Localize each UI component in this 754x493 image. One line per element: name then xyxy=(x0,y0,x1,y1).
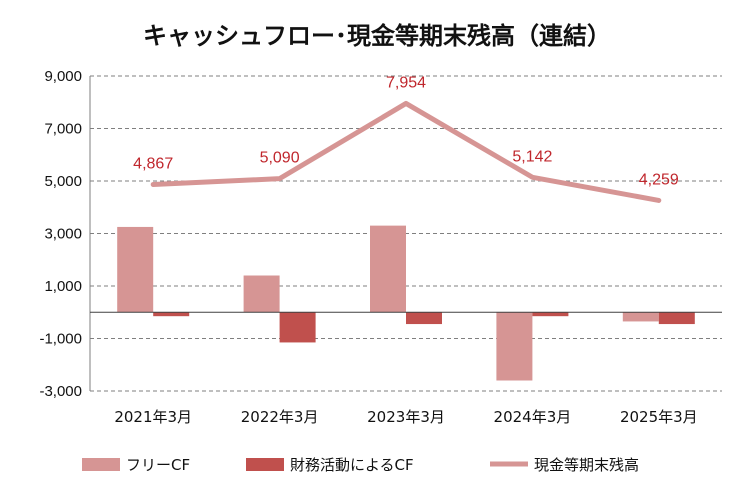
chart-title: キャッシュフロー･現金等期末残高（連結） xyxy=(143,22,611,50)
data-labels: 4,867 5,090 7,954 5,142 4,259 xyxy=(133,74,679,188)
legend-label-cash-balance: 現金等期末残高 xyxy=(534,456,639,474)
y-tick-label: 9,000 xyxy=(44,68,82,85)
data-label: 5,090 xyxy=(260,150,300,167)
bar-free-cf xyxy=(243,275,280,313)
data-label: 7,954 xyxy=(386,74,426,91)
bar-financing-cf xyxy=(153,312,190,317)
x-tick-label: 2023年3月 xyxy=(367,408,445,426)
legend: フリーCF 財務活動によるCF 現金等期末残高 xyxy=(82,456,639,474)
bars xyxy=(117,225,695,381)
line-cash-balance xyxy=(150,100,662,203)
y-axis: 9,000 7,000 5,000 3,000 1,000 -1,000 -3,000 xyxy=(39,68,91,400)
y-tick-label: -3,000 xyxy=(39,383,82,400)
bar-free-cf xyxy=(496,312,533,381)
balance-line xyxy=(150,100,662,203)
legend-label-financing-cf: 財務活動によるCF xyxy=(290,456,414,474)
x-tick-label: 2024年3月 xyxy=(494,408,572,426)
bar-financing-cf xyxy=(532,312,569,317)
y-tick-label: 1,000 xyxy=(44,278,82,295)
x-tick-label: 2021年3月 xyxy=(114,408,192,426)
x-tick-label: 2025年3月 xyxy=(620,408,698,426)
y-tick-label: 3,000 xyxy=(44,226,82,243)
legend-swatch-free-cf xyxy=(82,458,120,471)
legend-label-free-cf: フリーCF xyxy=(126,456,190,474)
x-axis: 2021年3月 2022年3月 2023年3月 2024年3月 2025年3月 xyxy=(114,408,697,426)
data-label: 5,142 xyxy=(512,148,552,165)
legend-swatch-financing-cf xyxy=(246,458,284,471)
data-label: 4,867 xyxy=(133,155,173,172)
bar-free-cf xyxy=(370,225,406,313)
bar-free-cf xyxy=(117,226,154,313)
bar-free-cf xyxy=(622,312,659,322)
y-tick-label: 7,000 xyxy=(44,121,82,138)
data-label: 4,259 xyxy=(639,171,679,188)
y-tick-label: 5,000 xyxy=(44,173,82,190)
bar-financing-cf xyxy=(279,312,316,343)
y-tick-label: -1,000 xyxy=(39,331,82,348)
x-tick-label: 2022年3月 xyxy=(241,408,319,426)
bar-financing-cf xyxy=(658,312,695,325)
bar-financing-cf xyxy=(406,312,442,325)
